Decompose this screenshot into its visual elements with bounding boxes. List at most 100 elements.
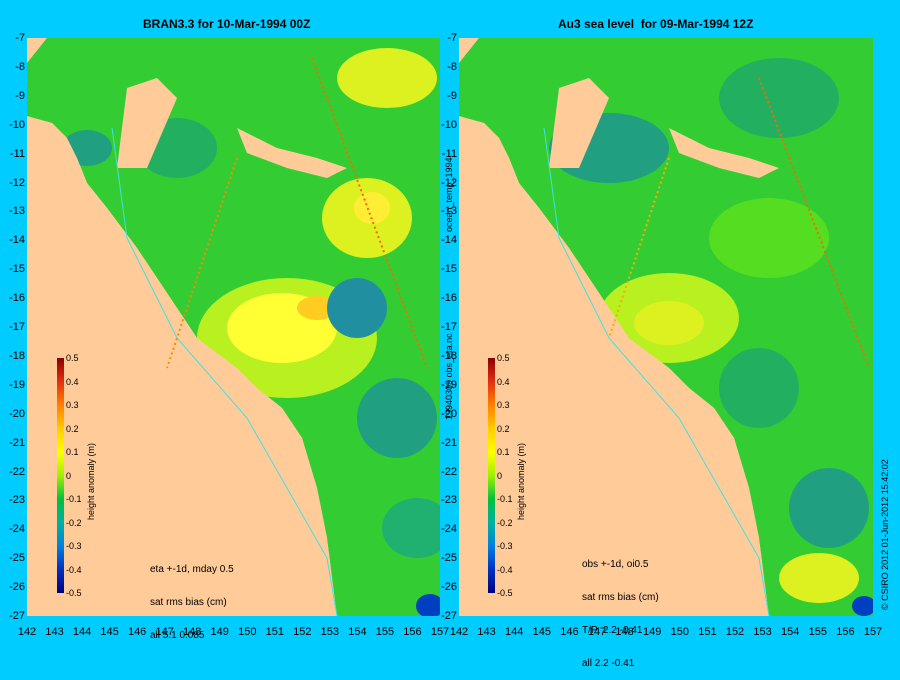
lon-tick-label: 155	[808, 626, 827, 638]
lon-tick-label: 146	[127, 626, 147, 638]
colorbar-tick-label: 0.3	[497, 400, 510, 410]
lat-tick-label: -19	[9, 378, 25, 391]
colorbar-tick-label: 0.2	[66, 423, 79, 434]
lat-tick-label: -8	[15, 60, 25, 73]
lat-tick-label: -9	[15, 89, 25, 102]
lon-tick-label: 153	[753, 626, 772, 638]
lon-tick-label: 154	[781, 626, 800, 638]
colorbar-tick-label: 0.5	[497, 353, 510, 363]
lat-tick-label: -21	[9, 436, 25, 449]
lat-tick-label: -14	[441, 234, 457, 247]
right-colorbar	[488, 358, 495, 593]
center-label-temp: ocean_temp_1994	[444, 157, 454, 232]
lat-tick-label: -12	[441, 176, 457, 189]
lon-tick-label: 142	[449, 626, 469, 638]
lon-tick-label: 151	[265, 626, 284, 638]
right-note-line: obs +-1d, oi0.5	[582, 559, 649, 570]
lon-tick-label: 148	[183, 626, 202, 638]
left-colorbar-title: height anomaly (m)	[86, 442, 96, 520]
colorbar-tick-label: 0.4	[66, 376, 79, 387]
left-panel-title: BRAN3.3 for 10-Mar-1994 00Z	[143, 17, 311, 31]
center-label-obs: 19940309 obs_eta.nc	[444, 333, 454, 420]
lat-tick-label: -18	[9, 349, 25, 362]
colorbar-tick-label: -0.1	[497, 494, 513, 504]
lon-tick-label: 150	[238, 626, 257, 638]
colorbar-tick-label: 0.5	[66, 353, 79, 363]
lon-tick-label: 147	[155, 626, 174, 638]
colorbar-tick-label: -0.2	[497, 517, 513, 528]
lat-tick-label: -11	[9, 147, 25, 160]
lat-tick-label: -10	[441, 118, 457, 131]
right-notes: obs +-1d, oi0.5 sat rms bias (cm) T/P 2.…	[582, 537, 659, 680]
lat-tick-label: -13	[441, 205, 457, 218]
right-colorbar-title: height anomaly (m)	[516, 442, 526, 520]
lat-tick-label: -19	[441, 378, 457, 391]
lat-tick-label: -7	[447, 32, 457, 44]
lat-tick-label: -13	[9, 205, 25, 218]
lat-tick-label: -7	[15, 32, 25, 44]
lon-tick-label: 147	[587, 626, 607, 638]
lat-tick-label: -9	[447, 89, 457, 102]
lon-tick-label: 157	[863, 626, 883, 638]
colorbar-tick-label: -0.1	[66, 494, 82, 504]
right-note-line: sat rms bias (cm)	[582, 592, 659, 603]
lon-tick-label: 143	[477, 626, 496, 638]
lon-tick-label: 144	[72, 626, 92, 638]
lon-tick-label: 153	[320, 626, 340, 638]
lon-tick-label: 152	[293, 626, 312, 638]
lon-tick-label: 150	[670, 626, 689, 638]
lat-tick-label: -14	[9, 234, 25, 247]
lon-tick-label: 145	[532, 626, 551, 638]
lon-tick-label: 149	[210, 626, 229, 638]
colorbar-tick-label: 0.3	[66, 400, 79, 410]
colorbar-tick-label: 0.1	[66, 447, 79, 457]
left-note-line: all 5.1 0.085	[150, 630, 205, 641]
lat-tick-label: -24	[9, 523, 25, 536]
lat-tick-label: -27	[9, 610, 25, 622]
lat-tick-label: -26	[9, 581, 25, 594]
colorbar-tick-label: -0.3	[66, 541, 82, 551]
colorbar-tick-label: 0.1	[497, 447, 510, 457]
lat-tick-label: -23	[441, 494, 457, 507]
lon-tick-label: 151	[698, 626, 717, 638]
lon-tick-label: 145	[100, 626, 119, 638]
lat-tick-label: -17	[441, 321, 457, 333]
right-panel-title: Au3 sea level for 09-Mar-1994 12Z	[558, 17, 754, 31]
lat-tick-label: -15	[441, 263, 457, 276]
right-map-field	[459, 38, 873, 616]
colorbar-tick-label: 0	[66, 470, 72, 481]
lat-tick-label: -8	[447, 60, 457, 73]
colorbar-tick-label: -0.5	[497, 588, 513, 598]
right-map	[459, 38, 873, 616]
lat-tick-label: -24	[441, 523, 457, 536]
colorbar-tick-label: 0	[497, 470, 503, 481]
lon-tick-label: 146	[560, 626, 579, 638]
left-notes: eta +-1d, mday 0.5 sat rms bias (cm) all…	[150, 542, 234, 652]
colorbar-tick-label: -0.4	[497, 564, 513, 575]
lat-tick-label: -12	[9, 176, 25, 189]
lat-tick-label: -18	[441, 349, 457, 362]
lat-tick-label: -21	[441, 436, 457, 449]
lon-tick-label: 143	[45, 626, 64, 638]
lon-tick-label: 157	[430, 626, 450, 638]
colorbar-tick-label: -0.3	[497, 541, 513, 551]
lat-tick-label: -20	[9, 407, 25, 420]
lat-tick-label: -16	[441, 292, 457, 305]
left-note-line: sat rms bias (cm)	[150, 597, 227, 608]
lat-tick-label: -27	[441, 610, 457, 622]
lon-tick-label: 154	[348, 626, 367, 638]
colorbar-tick-label: 0.4	[497, 376, 510, 387]
lat-tick-label: -15	[9, 263, 25, 276]
lon-tick-label: 156	[403, 626, 422, 638]
lon-tick-label: 149	[643, 626, 662, 638]
lat-tick-label: -25	[441, 552, 457, 565]
lat-tick-label: -17	[9, 321, 25, 333]
lon-tick-label: 152	[725, 626, 745, 638]
lat-tick-label: -22	[441, 465, 457, 478]
lon-tick-label: 156	[836, 626, 855, 638]
credit-label: © CSIRO 2012 01-Jun-2012 15:42:02	[880, 459, 890, 610]
lat-tick-label: -23	[9, 494, 25, 507]
right-note-line: all 2.2 -0.41	[582, 658, 635, 669]
lon-tick-label: 142	[17, 626, 37, 638]
colorbar-tick-label: -0.4	[66, 564, 82, 575]
